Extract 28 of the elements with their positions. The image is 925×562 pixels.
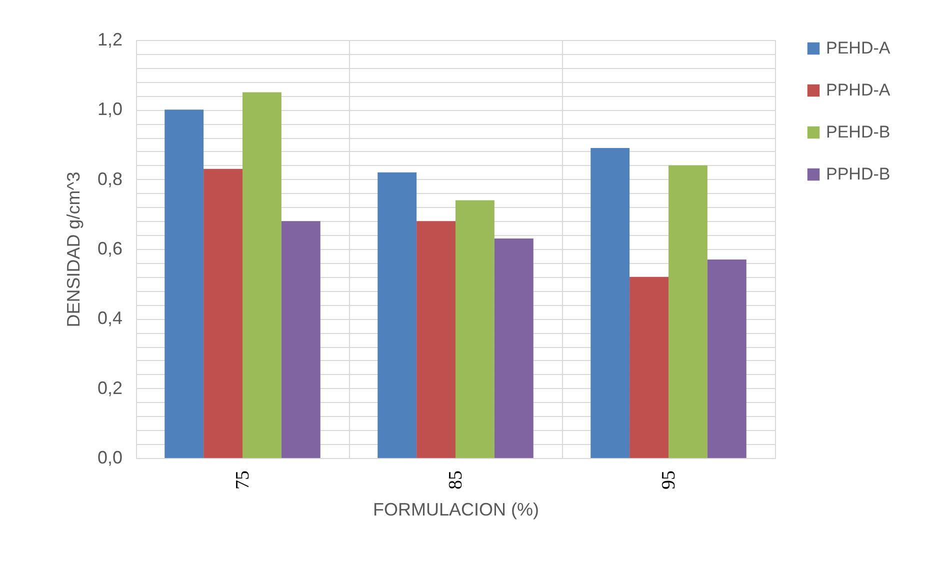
x-tick-label: 95 xyxy=(658,470,680,490)
y-tick-label: 0,6 xyxy=(97,238,122,258)
x-axis-title: FORMULACION (%) xyxy=(373,500,539,520)
bar xyxy=(281,221,320,458)
y-tick-label: 0,0 xyxy=(97,448,122,468)
bar xyxy=(416,221,456,458)
x-tick-label: 75 xyxy=(232,470,254,490)
bar xyxy=(242,92,282,458)
y-tick-label: 0,4 xyxy=(97,308,122,328)
legend-label: PPHD-A xyxy=(826,80,891,100)
legend-label: PEHD-B xyxy=(826,122,890,142)
bar xyxy=(494,238,534,458)
y-tick-label: 1,2 xyxy=(97,30,122,50)
bar xyxy=(378,172,417,458)
bar xyxy=(204,168,242,458)
bar xyxy=(590,148,630,458)
legend-label: PEHD-A xyxy=(826,38,891,58)
bar xyxy=(630,276,668,458)
y-tick-label: 0,8 xyxy=(97,168,122,189)
x-tick-label: 85 xyxy=(446,470,466,490)
y-tick-label: 1,0 xyxy=(97,99,122,120)
y-tick-label: 0,2 xyxy=(97,378,122,398)
bar xyxy=(668,165,708,458)
bar xyxy=(456,200,494,458)
bar xyxy=(164,110,204,458)
y-axis-title: DENSIDAD g/cm^3 xyxy=(63,172,84,328)
bar xyxy=(707,259,746,458)
legend-label: PPHD-B xyxy=(826,164,890,184)
